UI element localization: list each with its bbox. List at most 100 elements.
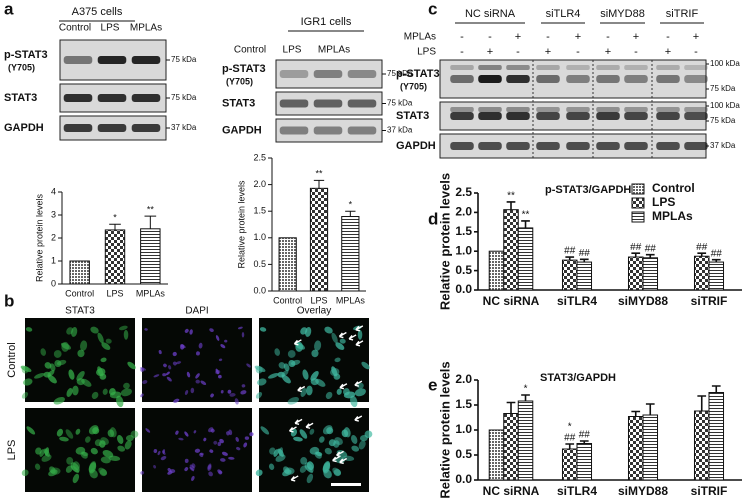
cell: [268, 463, 275, 470]
blot-band: [566, 142, 590, 150]
cell: [273, 449, 279, 457]
error-bar: [697, 395, 707, 411]
significance-label: *: [524, 384, 528, 395]
x-tick-label: Control: [65, 288, 94, 298]
row-label: STAT3: [222, 97, 255, 109]
treatment-sign: +: [693, 31, 699, 43]
bar: [488, 429, 505, 481]
cell: [218, 358, 223, 362]
x-tick-label: siMYD88: [618, 294, 668, 308]
cell: [309, 446, 320, 455]
group-label: siTRIF: [666, 8, 699, 20]
cell: [94, 439, 102, 447]
cell: [328, 439, 336, 447]
bar: [341, 216, 360, 292]
cell: [288, 359, 296, 368]
blot-band: [624, 112, 648, 120]
cell: [277, 371, 285, 378]
blot-band: [347, 126, 377, 135]
blot-band: [596, 142, 620, 150]
blot-band: [624, 107, 648, 112]
cell: [332, 467, 342, 476]
cell: [343, 391, 356, 399]
y-axis-label: Relative protein levels: [437, 361, 452, 498]
error-bar: [631, 410, 641, 417]
error-bar: [579, 440, 589, 444]
cell: [184, 431, 189, 437]
cell: [54, 359, 62, 368]
significance-label: **: [507, 191, 515, 202]
arrow: [355, 325, 364, 332]
cell: [333, 469, 341, 477]
y-tick-label: 0.0: [455, 472, 472, 486]
y-tick-label: 2.0: [455, 372, 472, 386]
arrow: [339, 383, 348, 390]
cell: [260, 426, 270, 435]
cell: [306, 385, 313, 396]
panel-letter: e: [428, 375, 437, 394]
cell: [359, 435, 368, 442]
row-label: p-STAT3: [222, 63, 266, 75]
x-tick-label: NC siRNA: [483, 484, 540, 498]
cell: [209, 449, 214, 453]
y-tick-label: 2: [51, 232, 56, 242]
cell: [88, 425, 99, 435]
cell: [218, 374, 222, 379]
cell: [127, 361, 136, 370]
bar: [627, 256, 644, 291]
size-marker: 75 kDa: [171, 93, 197, 102]
blot-band: [566, 65, 590, 70]
panel-letter: a: [4, 0, 14, 18]
y-axis-label: Relative protein levels: [236, 180, 246, 269]
size-marker: 37 kDa: [387, 126, 413, 135]
cell: [269, 447, 276, 455]
cell: [224, 339, 228, 343]
cell: [178, 437, 184, 441]
y-tick-label: 1.0: [253, 232, 266, 242]
blot-band: [536, 75, 560, 83]
cell: [351, 445, 360, 452]
cell: [309, 428, 315, 435]
bar: [693, 255, 710, 291]
blot-band: [450, 112, 474, 120]
treatment-label: MPLAs: [404, 32, 436, 43]
blot-band: [506, 75, 530, 83]
cell: [210, 393, 214, 398]
cell: [88, 460, 97, 473]
cell: [145, 428, 151, 433]
bar: [517, 400, 534, 481]
cell: [90, 326, 99, 334]
blot-band: [566, 75, 590, 83]
treatment-sign: +: [605, 46, 611, 58]
size-marker: 100 kDa: [710, 59, 740, 68]
blot-band: [450, 107, 474, 112]
blot-band: [450, 65, 474, 70]
row-label: LPS: [6, 440, 18, 461]
cell: [124, 440, 132, 450]
cell: [47, 374, 57, 384]
significance-label: *: [113, 213, 117, 223]
cell: [172, 361, 177, 366]
cell: [284, 467, 295, 475]
cell: [153, 449, 158, 454]
blot-band: [624, 75, 648, 83]
cell: [40, 348, 47, 356]
cell: [200, 380, 207, 386]
significance-label: ##: [564, 433, 576, 444]
cell: [306, 473, 314, 484]
cell: [220, 458, 226, 462]
cell: [195, 373, 200, 379]
cell: [331, 332, 338, 344]
bar: [561, 259, 578, 291]
chart-title: STAT3/GAPDH: [540, 372, 616, 384]
error-bar: [565, 256, 575, 261]
cell: [48, 469, 58, 477]
cell: [334, 357, 341, 363]
blot-band: [450, 142, 474, 150]
cell: [241, 332, 245, 338]
cell: [319, 436, 325, 443]
cell: [85, 436, 91, 443]
size-marker: 75 kDa: [171, 55, 197, 64]
cell: [91, 391, 99, 400]
